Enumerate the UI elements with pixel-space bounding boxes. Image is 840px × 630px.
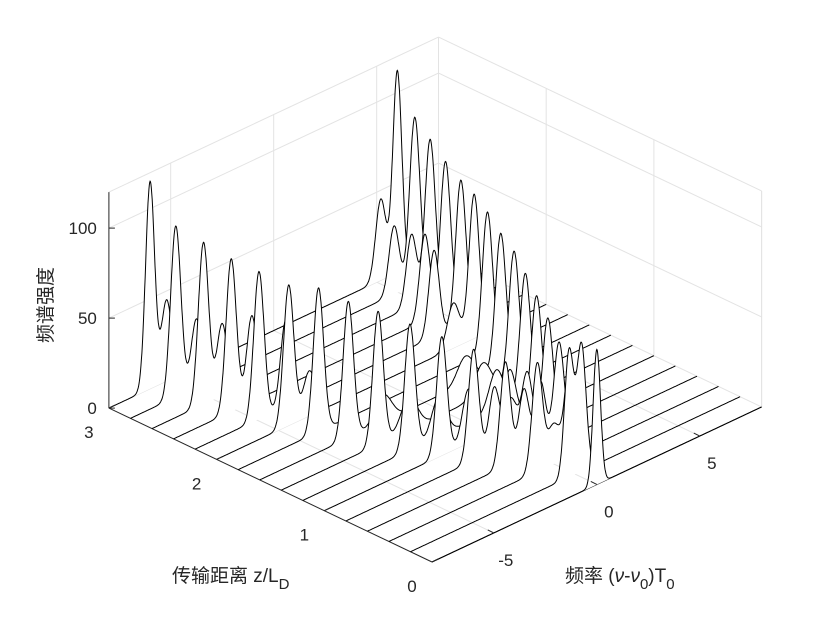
grid-line (438, 72, 762, 228)
spectrum-curve-fill (108, 70, 439, 409)
spectrum-curve-fill (259, 233, 590, 480)
y-tick-label: 0 (604, 502, 613, 521)
y-tick-mark (487, 529, 495, 534)
spectrum-curve-fill (152, 139, 482, 429)
x-tick-mark (324, 507, 331, 512)
grid-line (108, 162, 439, 319)
x-axis-label: 传输距离 z/LD (172, 565, 290, 593)
spectrum-curve (431, 348, 762, 563)
spectrum-curve (410, 341, 741, 553)
grid-line (108, 36, 439, 193)
x-tick-label: 3 (84, 423, 93, 442)
y-axis-label: 频率 (ν-ν0)T0 (565, 565, 675, 593)
x-tick-mark (216, 455, 223, 460)
spectrum-curve-fill (238, 212, 568, 470)
grid-line (438, 162, 762, 318)
x-tick-mark (431, 558, 439, 563)
curves-layer (108, 69, 762, 563)
x-tick-label: 1 (300, 526, 309, 545)
y-tick-mark (590, 481, 598, 485)
z-axis-label: 频谱强度 (35, 267, 57, 343)
grid-line (438, 36, 762, 192)
spectrum-curve-fill (216, 194, 547, 460)
x-tick-label: 2 (192, 474, 201, 493)
spectrum-curve (108, 69, 439, 409)
spectrum-curve (173, 160, 504, 440)
grid-line (108, 72, 439, 229)
y-tick-mark (693, 432, 701, 437)
z-tick-label: 50 (78, 309, 97, 328)
spectrum-curve (130, 116, 461, 419)
spectrum-curve-fill (410, 342, 741, 552)
y-tick-label: -5 (498, 551, 513, 570)
spectrum-curve (388, 355, 719, 542)
z-tick-label: 100 (69, 219, 97, 238)
y-tick-label: 5 (707, 454, 716, 473)
x-axis-line (108, 407, 433, 563)
x-tick-label: 0 (407, 577, 416, 596)
z-tick-label: 0 (87, 399, 96, 418)
spectrum-curve-fill (388, 356, 719, 542)
spectrum-curve-fill (432, 349, 762, 562)
spectrum-curve-fill (130, 117, 460, 419)
